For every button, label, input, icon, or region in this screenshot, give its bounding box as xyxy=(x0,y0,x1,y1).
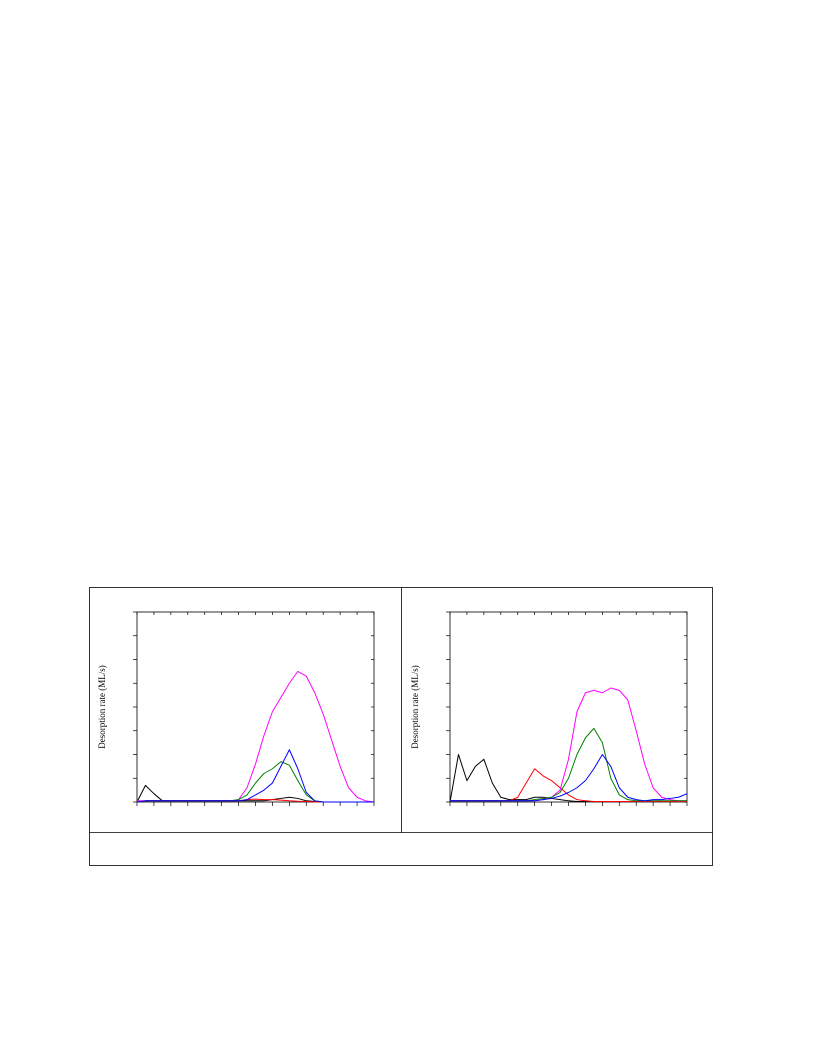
frame xyxy=(89,587,713,866)
series-line xyxy=(450,768,687,803)
y-axis-label: Desorption rate (ML/s) xyxy=(410,665,420,748)
series-line xyxy=(450,687,687,802)
y-axis-label: Desorption rate (ML/s) xyxy=(97,665,107,748)
plot-frame xyxy=(449,611,688,803)
series-line xyxy=(450,754,688,802)
series-line xyxy=(136,749,374,803)
series-line xyxy=(136,761,374,803)
plot-frame xyxy=(136,611,375,803)
